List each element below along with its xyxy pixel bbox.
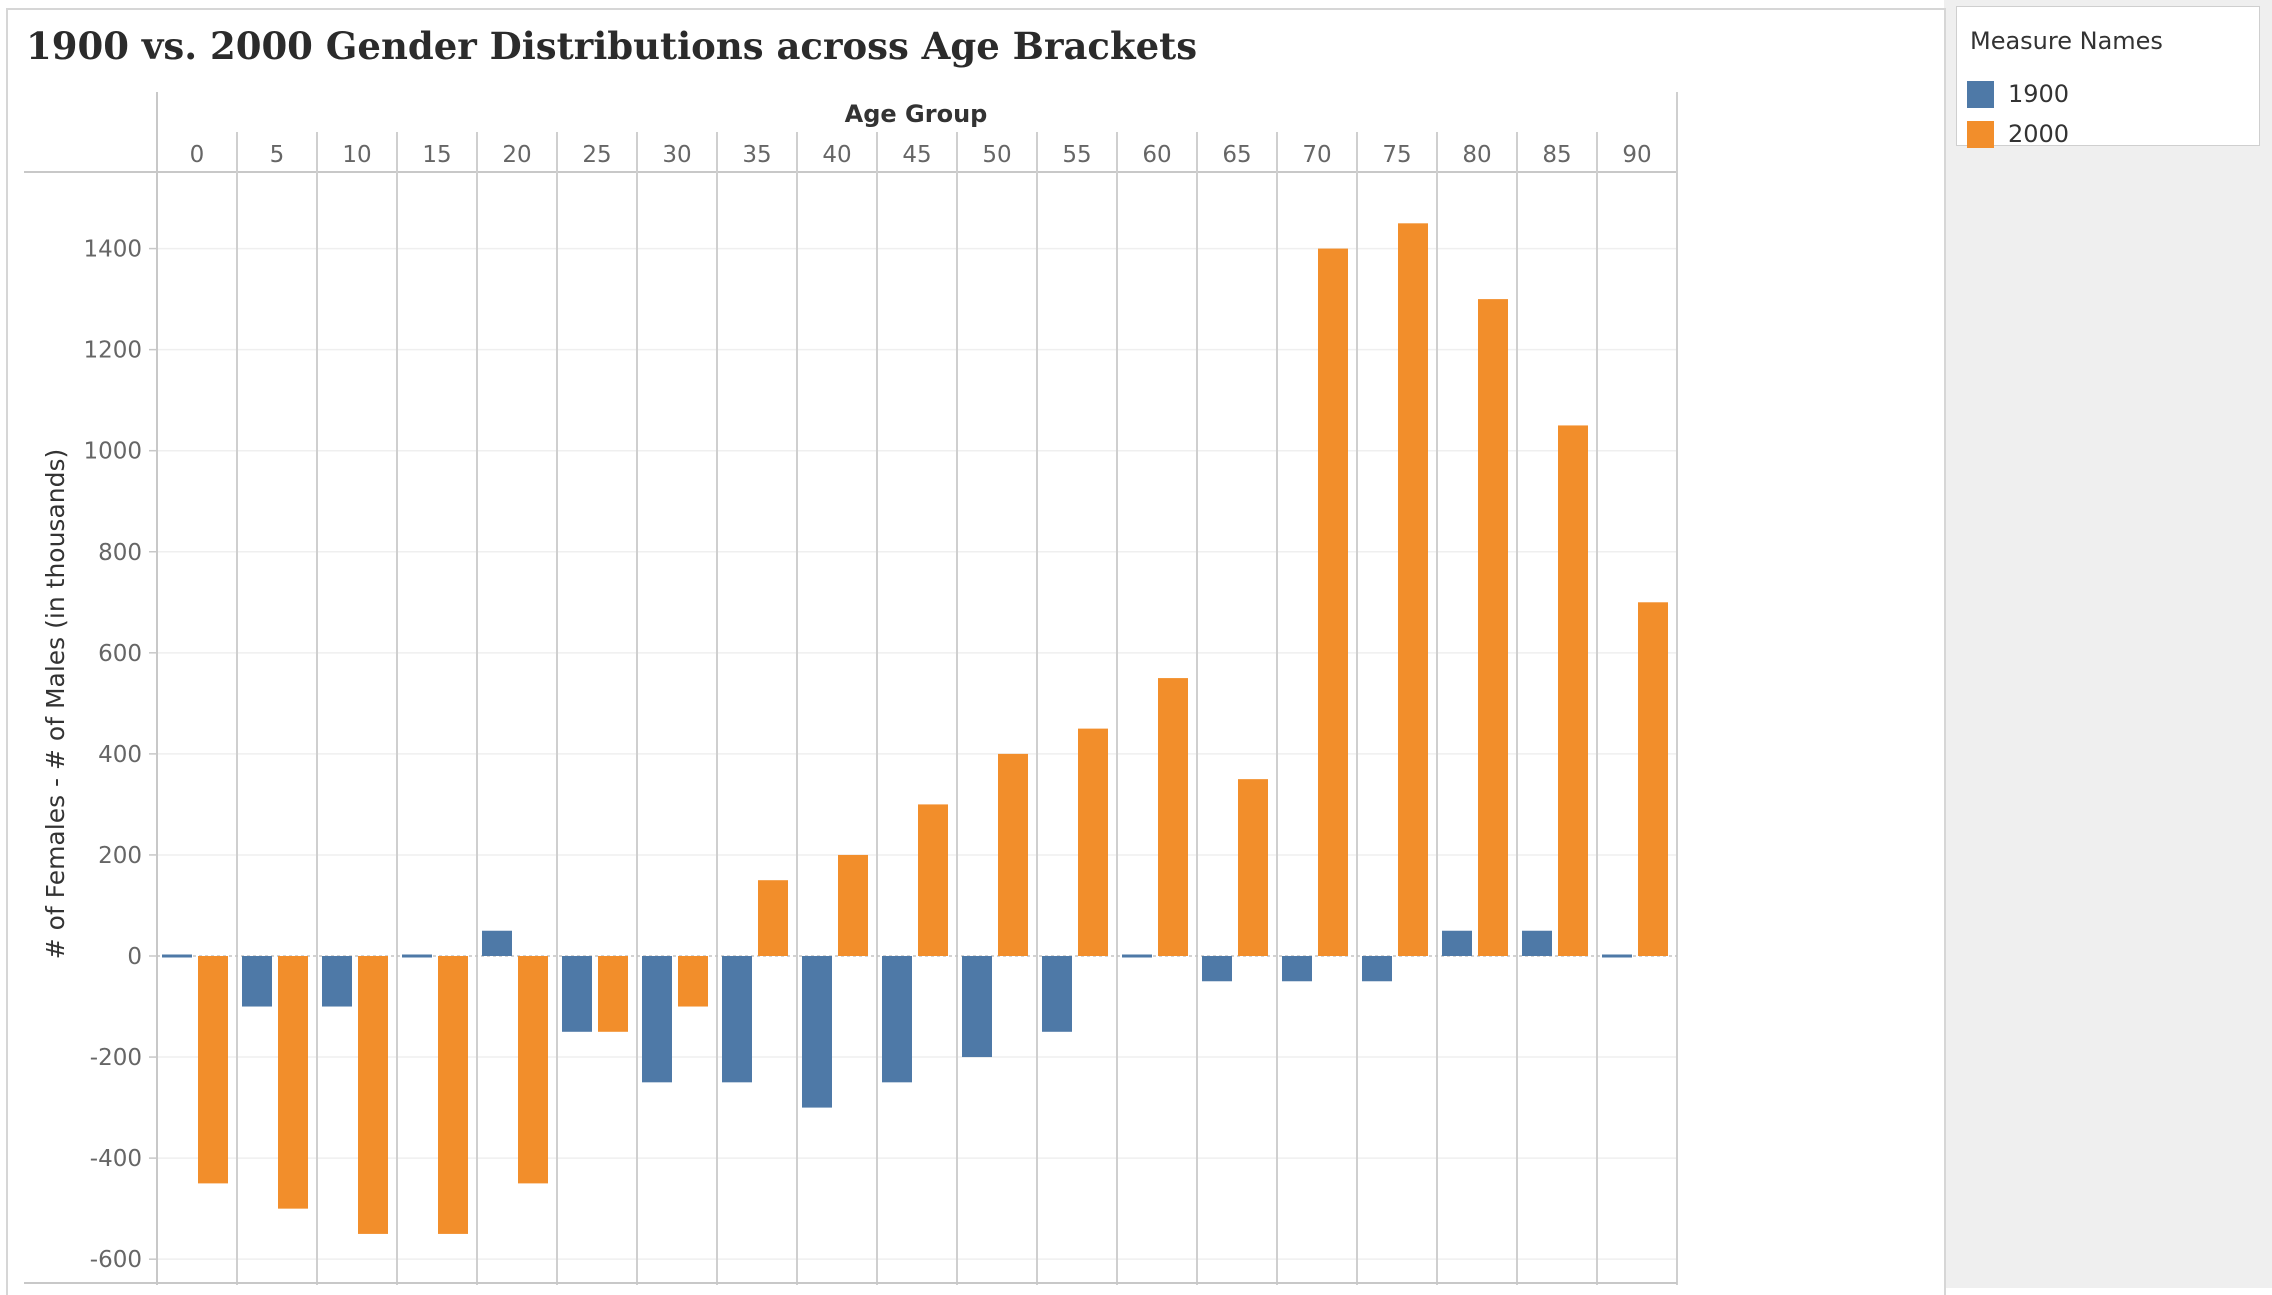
bar-chart: Age Group # of Females - # of Males (in … [24, 92, 1678, 1285]
x-category-label: 65 [1222, 142, 1251, 168]
x-category-label: 5 [270, 142, 285, 168]
bar-1900-80 [1442, 930, 1472, 956]
y-tick-label: 1200 [83, 338, 142, 364]
bar-2000-40 [838, 854, 868, 956]
bar-1900-45 [882, 956, 912, 1083]
bar-1900-55 [1042, 956, 1072, 1032]
y-tick-label: 200 [98, 843, 142, 869]
x-category-label: 25 [582, 142, 611, 168]
x-category-label: 20 [502, 142, 531, 168]
bar-1900-65 [1202, 956, 1232, 982]
bar-2000-5 [278, 956, 308, 1209]
y-tick-label: -200 [90, 1045, 142, 1071]
y-tick-label: 0 [127, 944, 142, 970]
x-category-label: 80 [1462, 142, 1491, 168]
x-category-label: 60 [1142, 142, 1171, 168]
x-category-label: 70 [1302, 142, 1331, 168]
y-axis-title: # of Females - # of Males (in thousands) [41, 449, 70, 960]
y-tick-label: -600 [90, 1247, 142, 1273]
bar-2000-60 [1158, 678, 1188, 956]
bar-2000-85 [1558, 425, 1588, 956]
x-category-label: 85 [1542, 142, 1571, 168]
legend-title: Measure Names [1970, 27, 2163, 55]
chart-title: 1900 vs. 2000 Gender Distributions acros… [26, 24, 1198, 68]
x-category-label: 0 [190, 142, 205, 168]
bar-2000-65 [1238, 779, 1268, 956]
legend-swatch-1900 [1967, 80, 1994, 108]
bar-2000-10 [358, 956, 388, 1234]
legend-swatch-2000 [1967, 120, 1994, 148]
x-category-label: 45 [902, 142, 931, 168]
legend-label-2000: 2000 [2008, 120, 2070, 148]
y-tick-label: 1400 [83, 237, 142, 263]
bar-2000-90 [1638, 602, 1668, 956]
bar-1900-60 [1122, 954, 1152, 958]
legend-item-1900[interactable]: 1900 [1967, 79, 2069, 109]
x-category-label: 55 [1062, 142, 1091, 168]
bar-1900-5 [242, 956, 272, 1007]
chart-frame [24, 92, 1678, 1285]
x-category-label: 75 [1382, 142, 1411, 168]
x-category-label: 90 [1622, 142, 1651, 168]
bar-2000-45 [918, 804, 948, 956]
x-category-label: 40 [822, 142, 851, 168]
bar-1900-35 [722, 956, 752, 1083]
bar-1900-85 [1522, 930, 1552, 956]
bar-2000-75 [1398, 223, 1428, 956]
bar-2000-35 [758, 880, 788, 956]
bar-1900-10 [322, 956, 352, 1007]
bar-1900-20 [482, 930, 512, 956]
bar-2000-50 [998, 753, 1028, 956]
y-tick-label: 600 [98, 641, 142, 667]
bar-2000-55 [1078, 728, 1108, 956]
bar-1900-75 [1362, 956, 1392, 982]
bar-1900-30 [642, 956, 672, 1083]
bar-1900-70 [1282, 956, 1312, 982]
bar-2000-25 [598, 956, 628, 1032]
axis-labels: Age Group # of Females - # of Males (in … [41, 100, 1652, 1273]
bar-1900-50 [962, 956, 992, 1058]
y-tick-label: 400 [98, 742, 142, 768]
bar-2000-70 [1318, 248, 1348, 956]
x-category-label: 10 [342, 142, 371, 168]
x-category-label: 15 [422, 142, 451, 168]
y-tick-label: 1000 [83, 439, 142, 465]
legend: Measure Names 1900 2000 [1956, 6, 2260, 149]
bar-2000-15 [438, 956, 468, 1234]
bar-1900-25 [562, 956, 592, 1032]
bars [162, 223, 1668, 1234]
x-category-label: 30 [662, 142, 691, 168]
x-axis-title: Age Group [845, 100, 988, 128]
bar-2000-80 [1478, 299, 1508, 956]
bar-1900-90 [1602, 954, 1632, 958]
bar-2000-30 [678, 956, 708, 1007]
legend-label-1900: 1900 [2008, 80, 2070, 108]
bar-1900-15 [402, 954, 432, 958]
bar-1900-0 [162, 954, 192, 958]
y-tick-label: 800 [98, 540, 142, 566]
bar-2000-20 [518, 956, 548, 1184]
x-category-label: 50 [982, 142, 1011, 168]
x-category-label: 35 [742, 142, 771, 168]
legend-item-2000[interactable]: 2000 [1967, 119, 2069, 149]
chart-panel [6, 8, 1946, 1295]
bar-2000-0 [198, 956, 228, 1184]
right-panel-background [1944, 0, 2272, 1288]
y-tick-label: -400 [90, 1146, 142, 1172]
bar-1900-40 [802, 956, 832, 1108]
